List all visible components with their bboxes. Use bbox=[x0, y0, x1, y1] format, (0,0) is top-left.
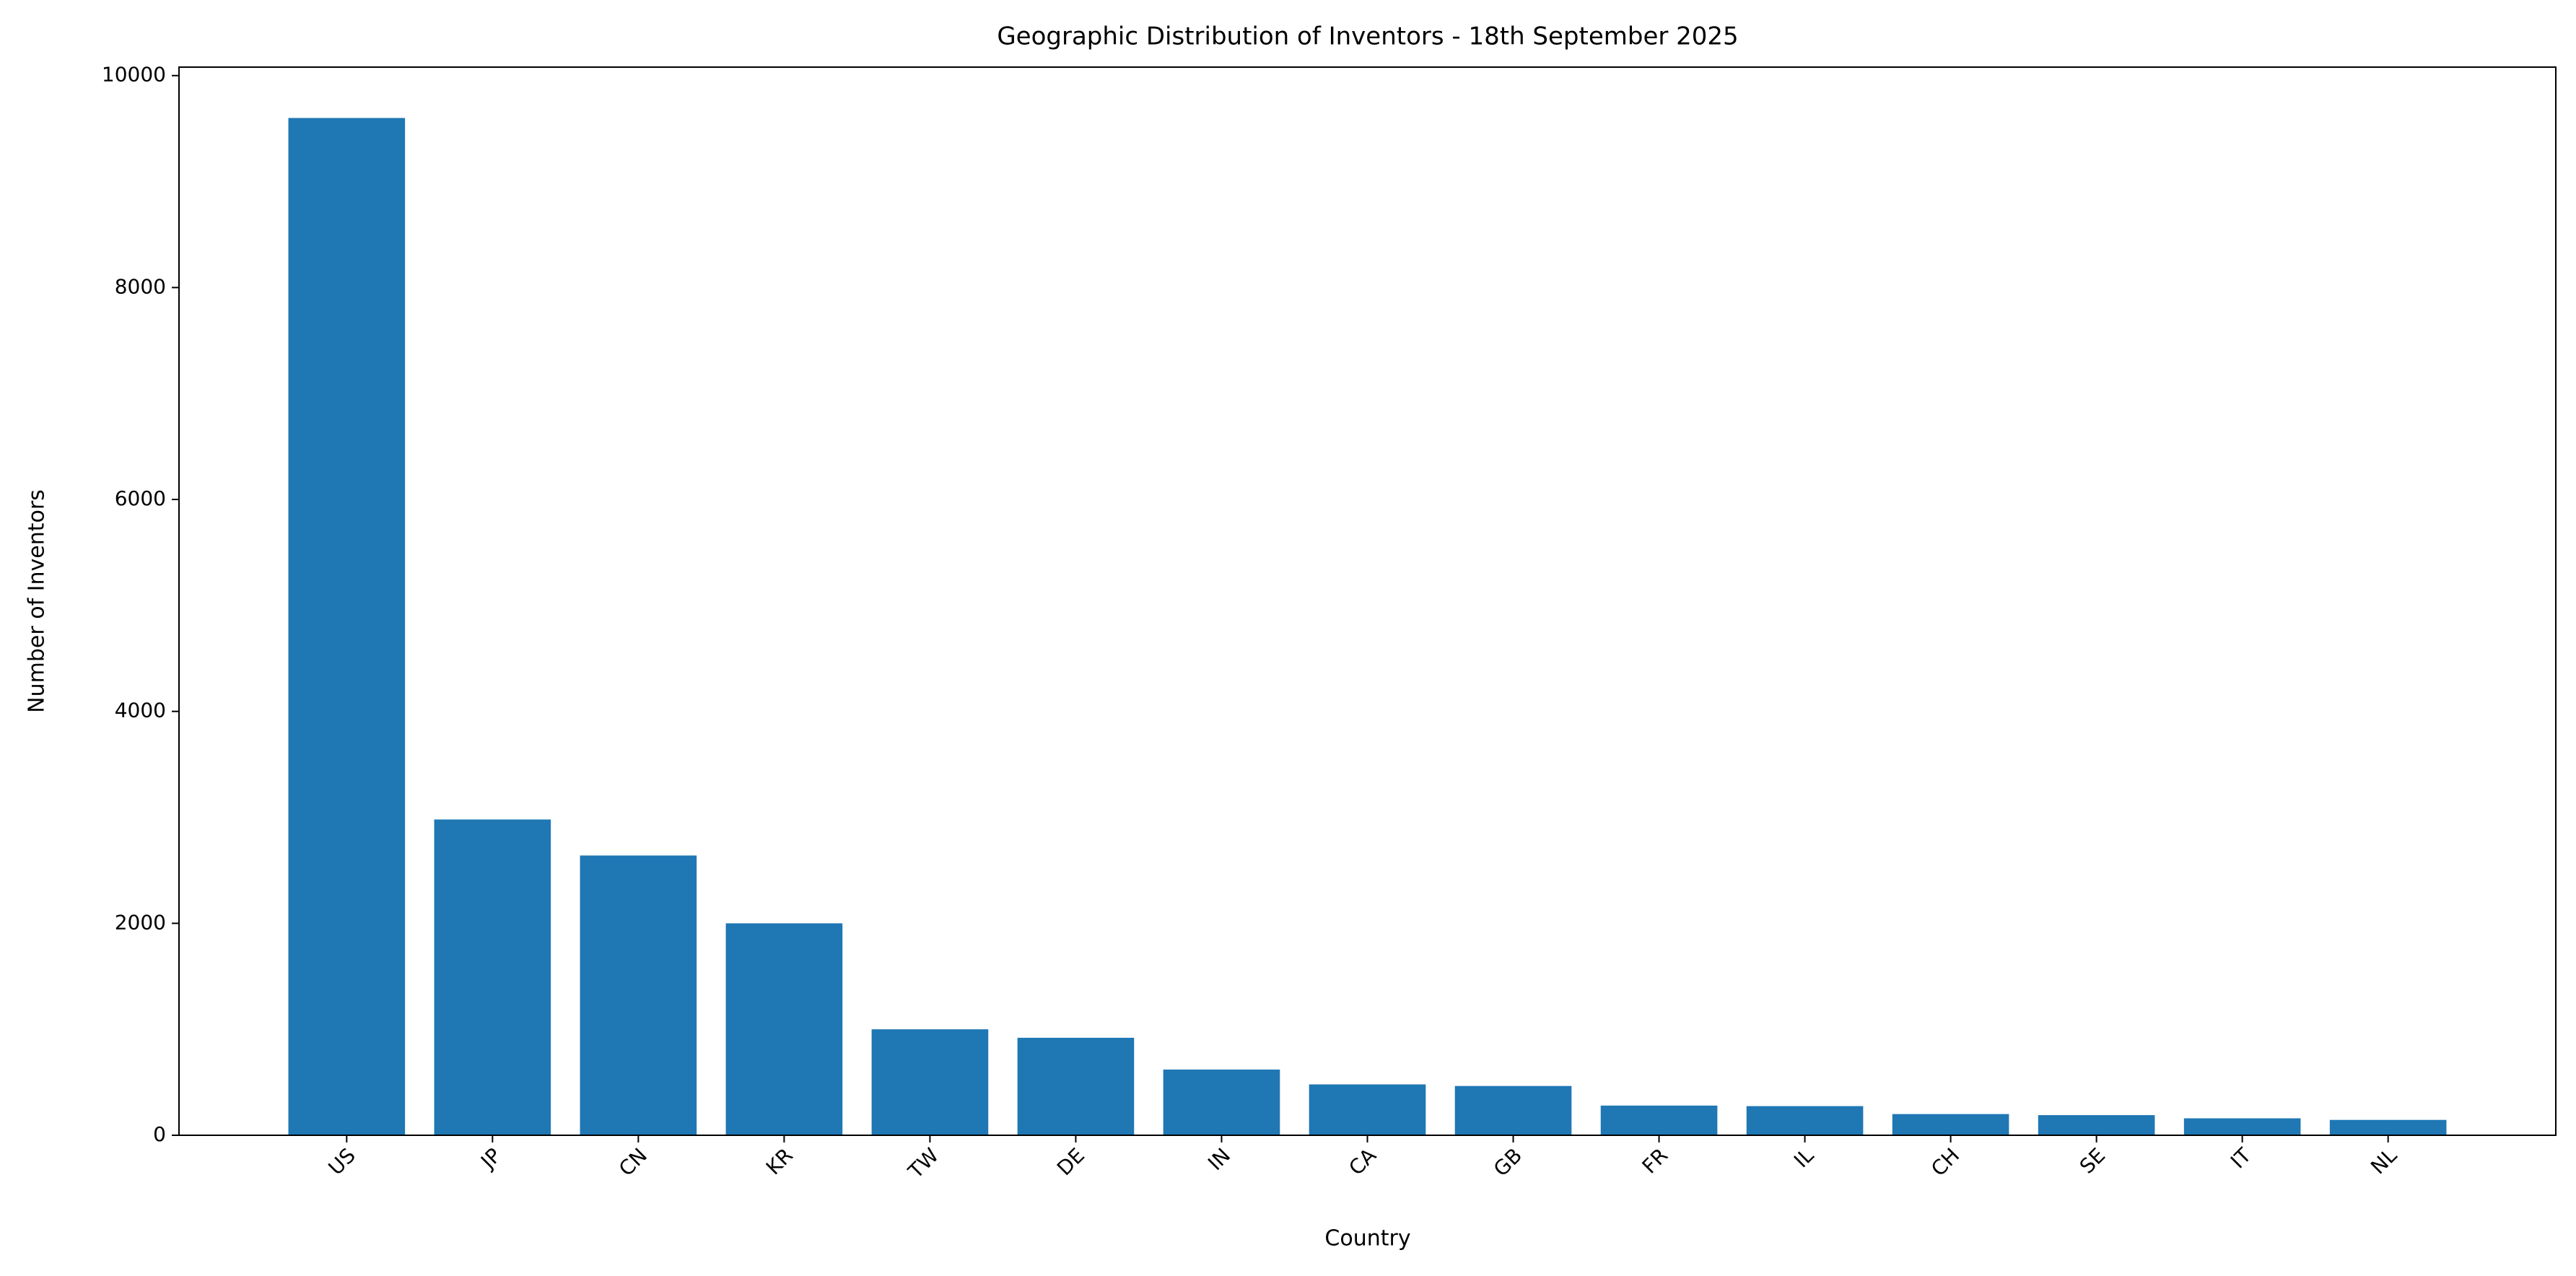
bar bbox=[2330, 1120, 2447, 1135]
y-tick-label: 6000 bbox=[115, 486, 166, 510]
bar bbox=[1163, 1070, 1280, 1135]
y-tick-label: 0 bbox=[153, 1122, 166, 1146]
bar bbox=[1892, 1114, 2009, 1135]
y-axis-title: Number of Inventors bbox=[25, 489, 50, 713]
bar bbox=[872, 1029, 989, 1135]
bar bbox=[1455, 1086, 1572, 1135]
chart-title: Geographic Distribution of Inventors - 1… bbox=[997, 22, 1738, 51]
y-tick-label: 8000 bbox=[115, 274, 166, 298]
bar bbox=[289, 118, 406, 1135]
bar bbox=[580, 855, 697, 1135]
bar bbox=[726, 923, 843, 1135]
bar bbox=[435, 819, 551, 1135]
bar bbox=[2184, 1119, 2301, 1135]
x-axis-title: Country bbox=[1324, 1226, 1410, 1251]
bar bbox=[1747, 1106, 1864, 1135]
bar bbox=[2038, 1115, 2155, 1135]
bar bbox=[1018, 1038, 1135, 1135]
chart: Geographic Distribution of Inventors - 1… bbox=[0, 0, 2576, 1276]
y-tick-label: 10000 bbox=[102, 63, 166, 87]
bar bbox=[1309, 1085, 1426, 1135]
y-tick-label: 4000 bbox=[115, 699, 166, 722]
bar bbox=[1601, 1106, 1718, 1135]
y-tick-label: 2000 bbox=[115, 910, 166, 934]
